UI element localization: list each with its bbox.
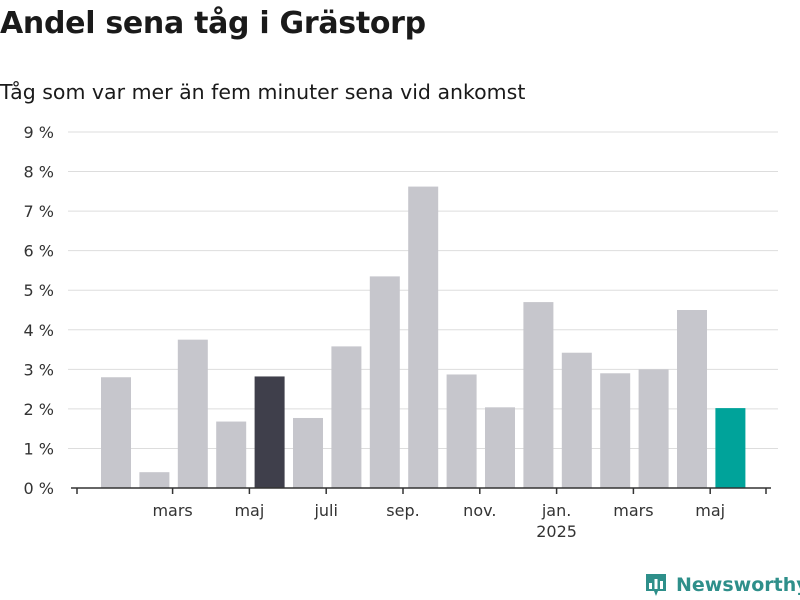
bar bbox=[485, 407, 515, 488]
newsworthy-logo: Newsworthy bbox=[644, 570, 800, 600]
y-tick-label: 4 % bbox=[24, 321, 54, 340]
bar bbox=[408, 186, 439, 488]
x-tick-label: juli bbox=[313, 501, 337, 520]
bar bbox=[331, 346, 362, 488]
chart-title: Andel sena tåg i Grästorp bbox=[0, 6, 426, 41]
bar bbox=[600, 373, 631, 488]
bar bbox=[446, 374, 477, 488]
bar bbox=[561, 352, 592, 488]
bar bbox=[177, 339, 208, 488]
y-tick-label: 7 % bbox=[24, 202, 54, 221]
x-axis bbox=[71, 487, 771, 494]
y-tick-label: 3 % bbox=[24, 360, 54, 379]
y-tick-label: 6 % bbox=[24, 242, 54, 261]
bar bbox=[523, 302, 554, 488]
bar bbox=[293, 417, 323, 488]
x-tick-label: maj bbox=[234, 501, 264, 520]
bar bbox=[101, 377, 131, 488]
x-tick-label: mars bbox=[613, 501, 653, 520]
chart-subtitle: Tåg som var mer än fem minuter sena vid … bbox=[0, 80, 526, 104]
y-tick-label: 0 % bbox=[24, 479, 54, 498]
newsworthy-bar-chart-icon bbox=[646, 574, 666, 596]
bars bbox=[101, 186, 746, 488]
bar bbox=[139, 472, 170, 488]
y-tick-label: 9 % bbox=[24, 123, 54, 142]
x-tick-label: nov. bbox=[463, 501, 496, 520]
bar bbox=[715, 408, 746, 488]
bar bbox=[369, 276, 400, 488]
bar bbox=[677, 310, 707, 488]
x-tick-year-label: 2025 bbox=[536, 522, 577, 541]
bar bbox=[638, 369, 669, 488]
logo-text: Newsworthy bbox=[676, 574, 800, 596]
bar bbox=[254, 376, 285, 488]
y-tick-label: 1 % bbox=[24, 439, 54, 458]
bar bbox=[216, 421, 247, 488]
x-tick-label: maj bbox=[695, 501, 725, 520]
y-tick-label: 2 % bbox=[24, 400, 54, 419]
y-tick-label: 8 % bbox=[24, 163, 54, 182]
x-axis-tick-labels: mars maj juli sep. nov. jan. 2025 mars maj bbox=[152, 501, 725, 541]
x-tick-label: sep. bbox=[386, 501, 419, 520]
bar-chart: 0 % 1 % 2 % 3 % 4 % 5 % 6 % 7 % 8 % 9 % mars maj ju… bbox=[24, 123, 778, 541]
x-tick-label: mars bbox=[152, 501, 192, 520]
y-axis-tick-labels: 0 % 1 % 2 % 3 % 4 % 5 % 6 % 7 % 8 % 9 % bbox=[24, 123, 54, 498]
x-tick-label: jan. bbox=[541, 501, 571, 520]
y-tick-label: 5 % bbox=[24, 281, 54, 300]
